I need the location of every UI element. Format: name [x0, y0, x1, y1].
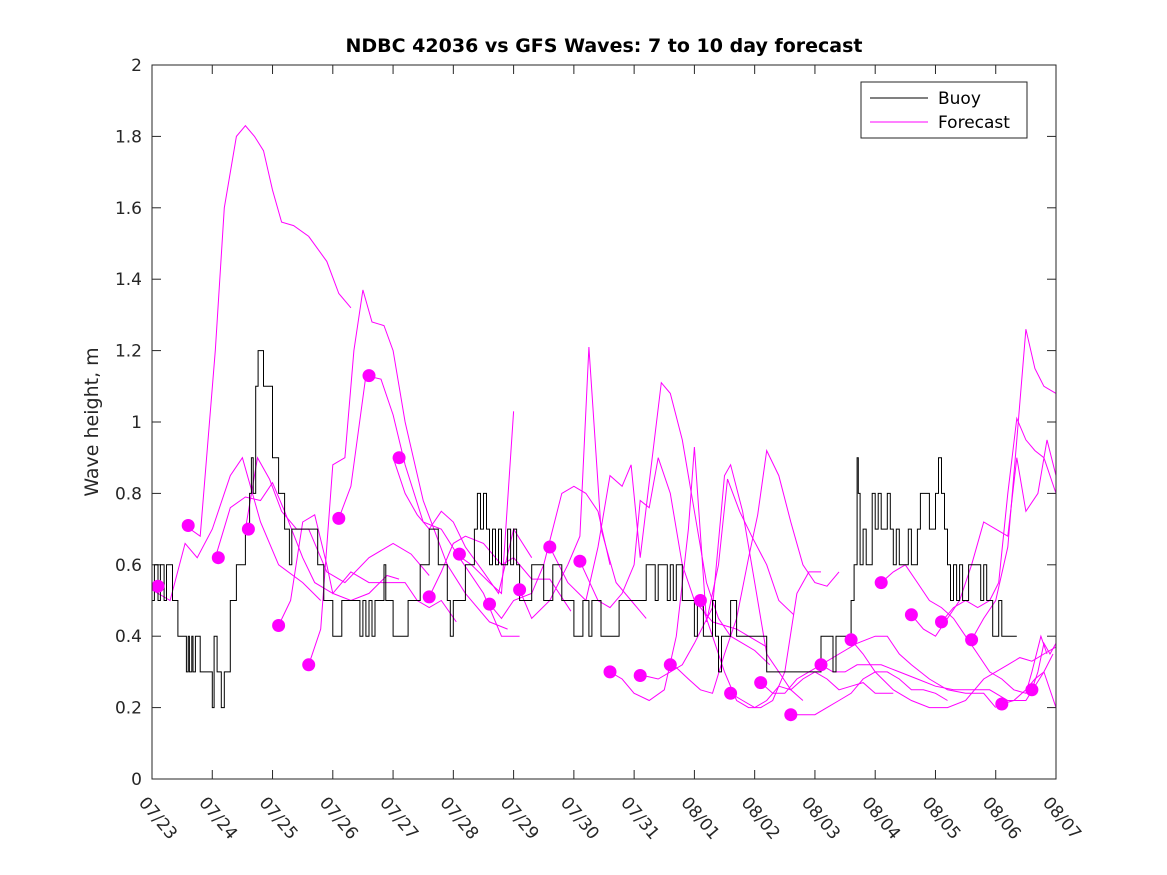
- legend-box: [860, 81, 1028, 139]
- forecast-marker: [241, 522, 255, 536]
- forecast-marker: [362, 369, 376, 383]
- forecast-marker: [302, 658, 316, 672]
- forecast-marker: [513, 583, 527, 597]
- x-tick-label: 08/01: [677, 793, 724, 843]
- y-axis-label: Wave height, m: [81, 347, 103, 496]
- forecast-marker: [1025, 683, 1039, 697]
- forecast-run-line: [971, 329, 1057, 641]
- forecast-marker: [724, 686, 738, 700]
- y-ticks: 0 0.2 0.4 0.6 0.8 1 1.2 1.4 1.6 1.8 2: [115, 56, 1056, 790]
- forecast-marker: [814, 658, 828, 672]
- x-tick-label: 07/29: [496, 793, 543, 843]
- forecast-run-line: [790, 671, 948, 716]
- y-tick-label: 0.2: [115, 699, 142, 719]
- y-tick-label: 2: [131, 56, 142, 76]
- x-tick-label: 08/02: [737, 793, 784, 843]
- forecast-marker: [392, 451, 406, 465]
- forecast-marker: [904, 608, 918, 622]
- forecast-run-line: [214, 481, 400, 602]
- forecast-marker: [332, 511, 346, 525]
- y-tick-label: 1.8: [115, 127, 142, 147]
- forecast-marker: [874, 576, 888, 590]
- forecast-marker: [693, 594, 707, 607]
- x-tick-label: 07/31: [616, 793, 663, 843]
- forecast-run-line: [911, 439, 1057, 637]
- forecast-run-line: [699, 571, 821, 709]
- forecast-marker: [181, 519, 195, 532]
- forecast-marker: [995, 697, 1009, 711]
- x-tick-label: 07/30: [556, 793, 603, 843]
- forecast-marker: [603, 665, 617, 679]
- x-tick-label: 07/25: [255, 793, 302, 843]
- forecast-marker: [543, 540, 557, 554]
- forecast-run-line: [672, 448, 840, 694]
- forecast-marker: [965, 633, 979, 647]
- x-tick-label: 08/07: [1038, 793, 1085, 843]
- forecast-marker: [483, 597, 496, 611]
- y-tick-label: 1.4: [115, 270, 142, 290]
- y-tick-label: 0.8: [115, 484, 142, 504]
- forecast-run-line: [278, 514, 457, 626]
- y-tick-label: 1.6: [115, 199, 142, 219]
- forecast-marker: [663, 658, 677, 672]
- forecast-run-line: [456, 411, 515, 595]
- forecast-run-line: [151, 456, 322, 602]
- x-tick-label: 07/23: [134, 793, 181, 843]
- forecast-run-line: [760, 635, 997, 708]
- forecast-marker: [633, 669, 647, 682]
- forecast-marker: [422, 590, 436, 604]
- x-tick-label: 08/04: [857, 793, 904, 843]
- y-tick-label: 0.6: [115, 556, 142, 576]
- x-tick-label: 08/05: [918, 793, 965, 843]
- forecast-run-line: [489, 485, 611, 620]
- forecast-run-line: [519, 346, 647, 620]
- forecast-marker: [573, 554, 587, 568]
- x-tick-label: 07/27: [375, 793, 422, 843]
- forecast-run-line: [941, 416, 1057, 623]
- plot-frame: [151, 64, 1057, 780]
- forecast-run-line: [392, 457, 533, 595]
- forecast-marker: [452, 547, 466, 561]
- legend: Buoy Forecast: [860, 81, 1028, 139]
- series-layer: [151, 124, 1057, 722]
- legend-buoy-label: Buoy: [938, 89, 981, 109]
- forecast-run-line: [1031, 641, 1057, 690]
- forecast-run-line: [850, 639, 1057, 709]
- x-tick-label: 07/26: [315, 793, 362, 843]
- y-tick-label: 0: [131, 770, 142, 790]
- buoy-line: [152, 350, 1017, 709]
- chart-title: NDBC 42036 vs GFS Waves: 7 to 10 day for…: [345, 35, 862, 57]
- y-tick-label: 1: [131, 413, 142, 433]
- forecast-run-line: [730, 671, 894, 709]
- forecast-marker: [844, 633, 858, 647]
- forecast-marker: [151, 579, 165, 593]
- y-tick-label: 0.4: [115, 627, 142, 647]
- forecast-marker: [754, 676, 768, 690]
- forecast-run-line: [184, 124, 352, 538]
- y-tick-label: 1.2: [115, 342, 142, 362]
- x-tick-label: 08/03: [797, 793, 844, 843]
- forecast-marker: [272, 619, 286, 632]
- forecast-run-line: [609, 446, 795, 702]
- legend-forecast-label: Forecast: [938, 113, 1010, 133]
- forecast-run-line: [308, 289, 508, 665]
- x-tick-label: 07/24: [194, 793, 241, 843]
- forecast-marker: [784, 708, 798, 722]
- forecast-marker: [211, 551, 225, 565]
- x-tick-label: 07/28: [436, 793, 483, 843]
- x-tick-label: 08/06: [978, 793, 1025, 843]
- forecast-marker: [935, 615, 948, 629]
- forecast-run-line: [820, 653, 1054, 701]
